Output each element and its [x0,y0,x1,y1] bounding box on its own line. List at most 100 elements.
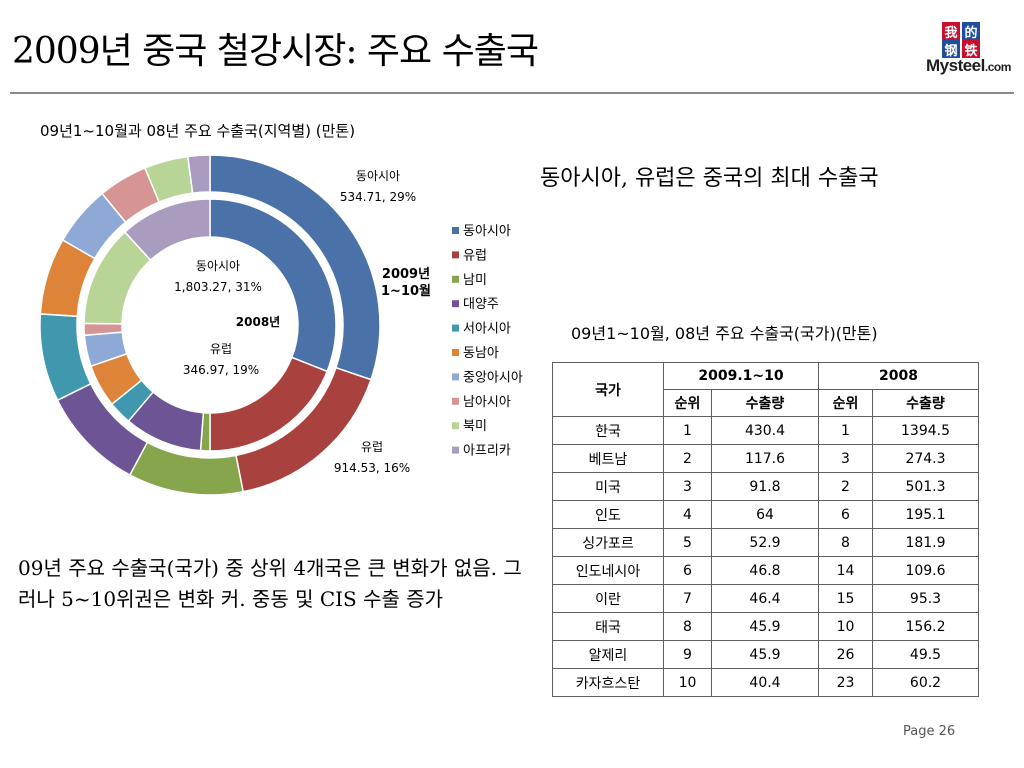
legend-swatch [452,251,459,259]
country-cell: 한국 [552,416,664,445]
legend-label: 남아시아 [463,395,511,410]
rank-2008-cell: 6 [818,500,873,529]
group-header-2008: 2008 [818,362,979,390]
rank-2009-cell: 5 [663,528,712,557]
legend-swatch [452,422,459,430]
logo-wordmark: Mysteel.com [926,56,1011,76]
logo-char: 铁 [962,40,980,59]
legend-label: 서아시아 [463,322,511,337]
rank-2009-cell: 9 [663,640,712,669]
export-table: 국가 2009.1~10 2008 순위 수출량 순위 수출량 한국 1 430.4… [552,362,979,697]
table-row: 싱가포르 5 52.9 8 181.9 [552,528,979,557]
legend-label: 동남아 [463,346,499,361]
volume-2009-cell: 52.9 [711,528,819,557]
legend-label: 동아시아 [463,224,511,239]
country-cell: 싱가포르 [552,528,664,557]
data-label-category: 유럽 [210,342,232,356]
volume-2008-cell: 501.3 [872,472,979,501]
table-title: 09년1~10월, 08년 주요 수출국(국가)(만톤) [571,324,878,343]
table-row: 베트남 2 117.6 3 274.3 [552,444,979,473]
volume-2008-cell: 95.3 [872,584,979,613]
rank-2009-cell: 8 [663,612,712,641]
legend-swatch [452,227,459,234]
rank-2009-cell: 1 [663,416,712,445]
rank-2009-cell: 10 [663,668,712,697]
table-body: 한국 1 430.4 1 1394.5 베트남 2 117.6 3 274.3 미국 3 91.8 2 50… [552,416,979,697]
volume-2008-cell: 195.1 [872,500,979,529]
table-row: 태국 8 45.9 10 156.2 [552,612,979,641]
volume-2009-cell: 91.8 [711,472,819,501]
inner-ring-slice [123,198,211,262]
country-cell: 인도네시아 [552,556,664,585]
data-label-category: 동아시아 [196,259,240,273]
rank-2008-cell: 2 [818,472,873,501]
legend-swatch [452,446,459,454]
volume-2009-cell: 64 [711,500,819,529]
legend-label: 아프리카 [463,444,511,459]
rank-2008-cell: 14 [818,556,873,585]
doughnut-chart: 동아시아 534.71, 29% 유럽 914.53, 16% 동아시아 1,803.27… [39,154,523,496]
volume-2008-cell: 1394.5 [872,416,979,445]
volume-2009-cell: 117.6 [711,444,819,473]
volume-2009-cell: 45.9 [711,640,819,669]
sub-header-volume: 수출량 [711,389,819,417]
table-row: 카자흐스탄 10 40.4 23 60.2 [552,668,979,697]
summary-text: 09년 주요 수출국(국가) 중 상위 4개국은 큰 변화가 없음. 그러나 5… [18,556,522,611]
rank-2008-cell: 10 [818,612,873,641]
inner-ring-label: 2008년 [236,315,280,329]
data-label-value: 534.71, 29% [340,190,416,204]
volume-2008-cell: 156.2 [872,612,979,641]
rank-2009-cell: 2 [663,444,712,473]
legend-swatch [452,373,459,381]
logo-main-text: Mysteel [926,56,985,75]
legend-label: 북미 [463,419,487,434]
rank-2008-cell: 26 [818,640,873,669]
country-cell: 이란 [552,584,664,613]
legend-swatch [452,300,459,308]
country-cell: 미국 [552,472,664,501]
rank-2009-cell: 6 [663,556,712,585]
table-row: 미국 3 91.8 2 501.3 [552,472,979,501]
page-number: Page 26 [903,724,956,739]
volume-2009-cell: 46.4 [711,584,819,613]
sub-header-rank: 순위 [663,389,712,417]
group-header-2009: 2009.1~10 [663,362,819,390]
sub-header-volume: 수출량 [872,389,979,417]
volume-2008-cell: 49.5 [872,640,979,669]
data-label-value: 346.97, 19% [183,363,259,377]
legend-label: 중앙아시아 [463,370,523,385]
logo-char: 我 [942,22,960,41]
rank-2008-cell: 3 [818,444,873,473]
data-label-category: 유럽 [361,440,383,454]
volume-2009-cell: 46.8 [711,556,819,585]
logo-suffix-text: .com [984,60,1012,74]
volume-2008-cell: 109.6 [872,556,979,585]
data-label-value: 914.53, 16% [334,461,410,475]
rank-2009-cell: 7 [663,584,712,613]
title-divider [10,92,1014,94]
legend-swatch [452,324,459,332]
legend-swatch [452,349,459,356]
data-label-value: 1,803.27, 31% [174,280,262,294]
inner-ring-slice [209,198,337,373]
outer-ring-slice [39,313,92,402]
mysteel-logo: 我 的 钢 铁 Mysteel.com [922,22,1022,78]
rank-2008-cell: 15 [818,584,873,613]
table-row: 인도네시아 6 46.8 14 109.6 [552,556,979,585]
volume-2008-cell: 274.3 [872,444,979,473]
volume-2009-cell: 40.4 [711,668,819,697]
headline-right: 동아시아, 유럽은 중국의 최대 수출국 [540,166,879,191]
table-row: 한국 1 430.4 1 1394.5 [552,416,979,445]
table-row: 이란 7 46.4 15 95.3 [552,584,979,613]
legend-swatch [452,397,459,405]
rank-2008-cell: 8 [818,528,873,557]
country-header: 국가 [552,362,664,417]
logo-char: 的 [962,22,980,41]
legend-label: 대양주 [463,297,499,312]
table-row: 알제리 9 45.9 26 49.5 [552,640,979,669]
logo-char: 钢 [942,40,960,59]
rank-2008-cell: 23 [818,668,873,697]
country-cell: 카자흐스탄 [552,668,664,697]
volume-2008-cell: 60.2 [872,668,979,697]
rank-2009-cell: 4 [663,500,712,529]
